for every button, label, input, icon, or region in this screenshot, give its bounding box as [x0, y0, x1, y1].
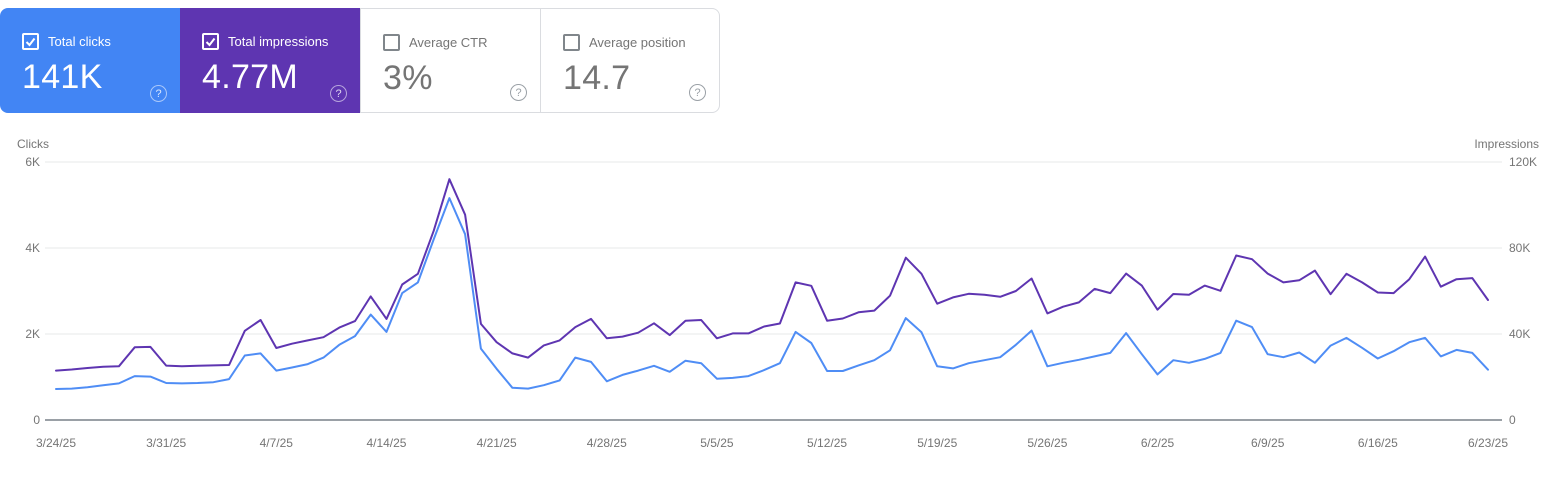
right-axis-tick-label: 0: [1509, 413, 1516, 427]
metric-card-average-position[interactable]: Average position 14.7 ?: [540, 8, 720, 113]
help-icon[interactable]: ?: [510, 84, 527, 101]
checkbox-unchecked-icon[interactable]: [383, 34, 400, 51]
right-axis-tick-label: 40K: [1509, 327, 1530, 341]
x-axis-tick-label: 4/7/25: [260, 436, 294, 450]
metric-label: Average CTR: [409, 35, 488, 50]
impressions-line[interactable]: [55, 178, 1489, 372]
x-axis-tick-label: 5/26/25: [1027, 436, 1067, 450]
x-axis-tick-label: 3/24/25: [36, 436, 76, 450]
right-axis-tick-label: 120K: [1509, 155, 1537, 169]
checkbox-checked-icon[interactable]: [22, 33, 39, 50]
left-axis-tick-label: 0: [33, 413, 40, 427]
left-axis-title: Clicks: [17, 137, 49, 151]
help-icon[interactable]: ?: [150, 85, 167, 102]
x-axis-tick-label: 4/21/25: [477, 436, 517, 450]
checkmark-icon: [25, 37, 36, 47]
x-axis-tick-label: 3/31/25: [146, 436, 186, 450]
metric-label: Average position: [589, 35, 686, 50]
x-axis-tick-label: 5/5/25: [700, 436, 734, 450]
checkbox-checked-icon[interactable]: [202, 33, 219, 50]
x-axis-tick-label: 4/14/25: [366, 436, 406, 450]
metric-label: Total clicks: [48, 34, 111, 49]
x-axis-tick-label: 5/19/25: [917, 436, 957, 450]
x-axis-tick-label: 6/2/25: [1141, 436, 1175, 450]
right-axis-title: Impressions: [1474, 137, 1539, 151]
metric-card-average-ctr[interactable]: Average CTR 3% ?: [360, 8, 540, 113]
left-axis-tick-label: 4K: [25, 241, 40, 255]
x-axis-tick-label: 6/23/25: [1468, 436, 1508, 450]
metric-value: 14.7: [563, 59, 631, 97]
metric-value: 4.77M: [202, 58, 298, 96]
help-icon[interactable]: ?: [330, 85, 347, 102]
x-axis-tick-label: 6/16/25: [1358, 436, 1398, 450]
clicks-line[interactable]: [55, 197, 1489, 390]
metric-cards-row: Total clicks 141K ? Total impressions 4.…: [0, 8, 720, 113]
metric-label: Total impressions: [228, 34, 329, 49]
checkbox-unchecked-icon[interactable]: [563, 34, 580, 51]
help-icon[interactable]: ?: [689, 84, 706, 101]
metric-value: 3%: [383, 59, 433, 97]
metric-card-total-impressions[interactable]: Total impressions 4.77M ?: [180, 8, 360, 113]
metric-card-total-clicks[interactable]: Total clicks 141K ?: [0, 8, 180, 113]
x-axis-tick-label: 5/12/25: [807, 436, 847, 450]
left-axis-tick-label: 2K: [25, 327, 40, 341]
left-axis-tick-label: 6K: [25, 155, 40, 169]
x-axis-tick-label: 6/9/25: [1251, 436, 1285, 450]
right-axis-tick-label: 80K: [1509, 241, 1530, 255]
metric-value: 141K: [22, 58, 103, 96]
checkmark-icon: [205, 37, 216, 47]
x-axis-tick-label: 4/28/25: [587, 436, 627, 450]
